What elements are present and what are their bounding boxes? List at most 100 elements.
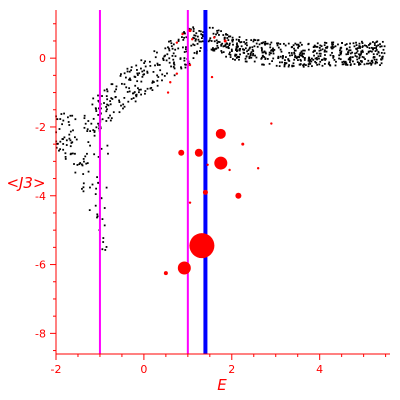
black-dot bbox=[185, 36, 188, 39]
black-dot bbox=[209, 37, 212, 40]
black-dot bbox=[325, 46, 328, 49]
black-dot bbox=[367, 62, 370, 65]
black-dot bbox=[88, 209, 91, 212]
black-dot bbox=[359, 53, 362, 56]
black-dot bbox=[180, 67, 183, 70]
black-dot bbox=[324, 58, 327, 60]
black-dot bbox=[97, 94, 99, 97]
black-dot bbox=[65, 144, 68, 146]
black-dot bbox=[194, 39, 197, 42]
black-dot bbox=[195, 52, 198, 55]
black-dot bbox=[103, 224, 106, 227]
black-dot bbox=[375, 47, 377, 50]
black-dot bbox=[109, 114, 111, 117]
red-markers-series bbox=[163, 29, 273, 276]
black-dot bbox=[63, 136, 66, 139]
black-dot bbox=[60, 113, 63, 115]
black-dot bbox=[115, 88, 118, 91]
black-dot bbox=[183, 31, 185, 33]
black-dot bbox=[277, 55, 280, 58]
black-dot bbox=[258, 43, 261, 46]
black-dot bbox=[159, 69, 162, 72]
black-dot bbox=[242, 48, 244, 51]
black-dot bbox=[188, 28, 191, 30]
red-marker bbox=[188, 63, 192, 67]
black-dot bbox=[281, 57, 284, 60]
black-dot bbox=[361, 51, 364, 53]
black-dot bbox=[369, 62, 372, 64]
black-dot bbox=[130, 69, 132, 72]
black-dot bbox=[240, 45, 243, 48]
black-dot bbox=[170, 65, 172, 68]
black-dot bbox=[357, 47, 359, 50]
black-dot bbox=[106, 98, 109, 101]
black-dot bbox=[269, 46, 272, 49]
red-marker bbox=[241, 142, 245, 146]
black-dot bbox=[62, 119, 65, 122]
black-dot bbox=[359, 45, 361, 48]
black-dot bbox=[236, 44, 239, 47]
black-dot bbox=[294, 42, 297, 45]
black-dot bbox=[279, 55, 282, 58]
black-dot bbox=[345, 62, 348, 65]
black-dot bbox=[251, 48, 254, 51]
black-dot bbox=[129, 79, 132, 81]
black-dot bbox=[96, 176, 98, 179]
black-dot bbox=[220, 30, 222, 33]
black-dot bbox=[319, 52, 322, 55]
black-dot bbox=[341, 61, 344, 64]
black-dot bbox=[318, 52, 321, 55]
black-dot bbox=[296, 56, 299, 59]
black-dot bbox=[106, 108, 108, 111]
black-dot bbox=[310, 60, 313, 63]
black-dot bbox=[281, 61, 283, 64]
black-dot bbox=[225, 33, 227, 35]
black-dot bbox=[271, 60, 273, 63]
black-dot bbox=[314, 45, 317, 48]
black-dot bbox=[354, 52, 356, 55]
black-dot bbox=[190, 44, 193, 47]
black-dot bbox=[168, 57, 171, 60]
black-dot bbox=[302, 49, 305, 52]
black-dot bbox=[312, 51, 315, 53]
black-dot bbox=[199, 30, 202, 33]
black-dot bbox=[332, 55, 335, 57]
black-dot bbox=[65, 139, 68, 142]
black-dot bbox=[349, 52, 352, 55]
black-dot bbox=[94, 107, 97, 110]
black-dot bbox=[236, 42, 238, 45]
black-dot bbox=[83, 117, 86, 120]
black-dot bbox=[166, 72, 168, 75]
black-dot bbox=[287, 42, 290, 45]
black-dot bbox=[83, 160, 85, 163]
black-dot bbox=[300, 50, 303, 53]
black-dot bbox=[138, 91, 140, 94]
black-dot bbox=[260, 49, 263, 52]
x-tick-label: 2 bbox=[228, 363, 235, 376]
black-dot bbox=[220, 44, 223, 47]
black-dot bbox=[220, 50, 223, 52]
black-dot bbox=[323, 41, 326, 44]
black-dot bbox=[168, 40, 170, 43]
black-dot bbox=[161, 79, 163, 82]
black-dot bbox=[235, 46, 238, 48]
black-dot bbox=[314, 60, 317, 63]
black-dot bbox=[339, 58, 342, 61]
black-dot bbox=[79, 162, 82, 164]
red-marker bbox=[169, 81, 172, 84]
red-marker bbox=[188, 201, 192, 204]
black-dot bbox=[260, 57, 263, 60]
black-dot bbox=[97, 99, 100, 102]
black-dot bbox=[304, 57, 306, 59]
black-dot bbox=[293, 51, 296, 54]
black-dot bbox=[382, 48, 385, 51]
black-dot bbox=[378, 54, 381, 57]
black-dot bbox=[352, 42, 355, 45]
red-marker bbox=[177, 261, 191, 275]
black-dot bbox=[104, 249, 107, 251]
black-dot bbox=[299, 54, 302, 57]
black-dot bbox=[56, 118, 59, 121]
black-dot bbox=[110, 97, 113, 99]
black-dot bbox=[173, 67, 176, 70]
black-dot bbox=[181, 36, 183, 38]
